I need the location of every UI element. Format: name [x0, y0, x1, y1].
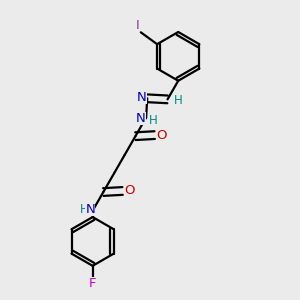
Text: N: N	[137, 91, 147, 103]
Text: I: I	[135, 19, 139, 32]
Text: N: N	[136, 112, 146, 124]
Text: F: F	[89, 277, 96, 290]
Text: O: O	[156, 129, 166, 142]
Text: H: H	[149, 114, 158, 127]
Text: H: H	[174, 94, 182, 107]
Text: O: O	[124, 184, 134, 197]
Text: N: N	[85, 203, 95, 216]
Text: H: H	[80, 203, 89, 216]
